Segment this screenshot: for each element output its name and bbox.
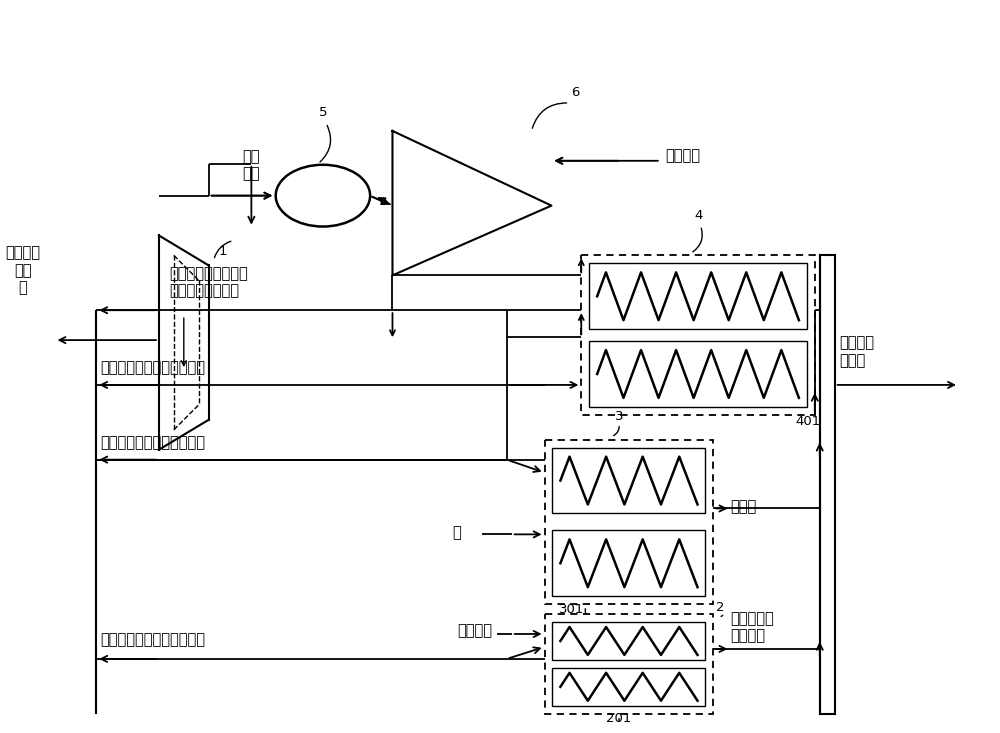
Text: 1: 1 (219, 246, 227, 259)
Text: 低温空气: 低温空气 (666, 148, 701, 163)
Text: 301: 301 (559, 603, 584, 616)
Text: 水蔯气: 水蔯气 (730, 499, 757, 514)
Text: 涡轮中完成做功的高温废气: 涡轮中完成做功的高温废气 (100, 632, 205, 647)
Bar (552, 531, 705, 596)
Text: 将废气排
向空气: 将废气排 向空气 (840, 336, 875, 368)
Text: 碳氢燃料: 碳氢燃料 (457, 624, 492, 638)
Text: 混合后的气相状态的
碳氢燃料和水蔯气: 混合后的气相状态的 碳氢燃料和水蔯气 (169, 266, 248, 298)
Text: 水: 水 (452, 525, 461, 540)
Text: 201: 201 (606, 712, 632, 725)
Bar (545, 440, 713, 604)
Bar (552, 668, 705, 706)
Text: 2: 2 (716, 601, 725, 614)
Text: 401: 401 (795, 415, 820, 428)
Bar (581, 255, 815, 415)
Bar (552, 622, 705, 660)
Text: 高温
气体: 高温 气体 (243, 149, 260, 181)
Text: 氢气和一
氧化
碳: 氢气和一 氧化 碳 (5, 246, 40, 295)
Text: 气相状态的
氢碳燃料: 气相状态的 氢碳燃料 (730, 611, 774, 644)
Polygon shape (392, 131, 551, 276)
Text: 3: 3 (615, 410, 623, 423)
Text: 6: 6 (571, 86, 580, 99)
Text: 5: 5 (319, 106, 327, 119)
Bar (589, 341, 807, 407)
Text: 涡轮中完成做功的高温废气: 涡轮中完成做功的高温废气 (100, 435, 205, 449)
Text: 4: 4 (694, 209, 703, 221)
Bar (589, 263, 807, 329)
Bar (545, 614, 713, 714)
Bar (552, 448, 705, 513)
Text: 涡轮中完成做功的高温废气: 涡轮中完成做功的高温废气 (100, 360, 205, 375)
